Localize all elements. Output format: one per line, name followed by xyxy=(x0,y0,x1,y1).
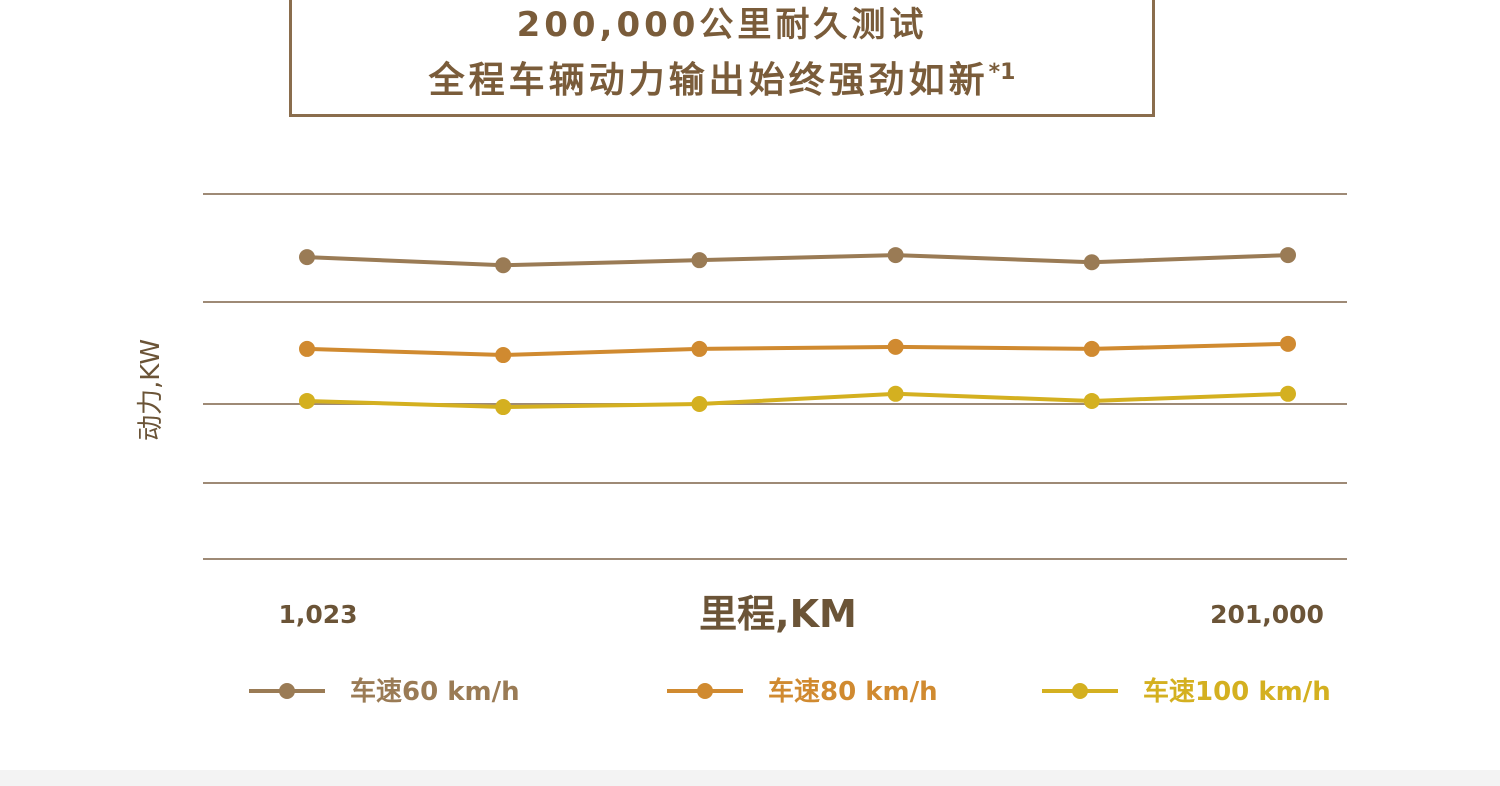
footnote-marker: *1 xyxy=(988,60,1016,85)
data-point-s1-5 xyxy=(1083,254,1100,271)
data-point-s2-5 xyxy=(1083,340,1100,357)
legend-label-1: 车速60 km/h xyxy=(350,676,520,707)
data-point-s1-3 xyxy=(691,252,708,269)
title-line-1: 200,000公里耐久测试 xyxy=(516,5,928,45)
data-point-s2-3 xyxy=(691,340,708,357)
data-point-s2-2 xyxy=(495,347,512,364)
x-axis-label: 里程,KM xyxy=(699,592,857,636)
data-point-s1-1 xyxy=(299,249,315,266)
data-point-s3-1 xyxy=(299,392,315,409)
title-line-2: 全程车辆动力输出始终强劲如新*1 xyxy=(292,51,1152,103)
series-line-1 xyxy=(306,253,1289,268)
y-axis-label: 动力,KW xyxy=(136,339,166,441)
legend-swatch-dot-3 xyxy=(1072,683,1088,699)
legend-swatch-dot-1 xyxy=(279,683,295,699)
data-point-s1-4 xyxy=(887,247,904,264)
gridlines xyxy=(203,193,1347,560)
legend-label-2: 车速80 km/h xyxy=(768,676,938,707)
footer-strip xyxy=(0,770,1500,786)
x-tick-label-first: 1,023 xyxy=(278,600,357,629)
title-box: 200,000公里耐久测试 全程车辆动力输出始终强劲如新*1 xyxy=(289,0,1155,117)
series-line-2 xyxy=(306,341,1289,358)
data-point-s1-6 xyxy=(1280,247,1296,264)
data-point-s3-2 xyxy=(495,399,512,416)
data-point-s1-2 xyxy=(495,257,512,274)
data-point-s2-1 xyxy=(299,340,315,357)
legend-label-3: 车速100 km/h xyxy=(1143,676,1331,707)
x-tick-label-last: 201,000 xyxy=(1210,600,1324,629)
data-point-s3-6 xyxy=(1280,385,1296,402)
data-point-s2-4 xyxy=(887,338,904,355)
title-line-2-text: 全程车辆动力输出始终强劲如新 xyxy=(428,60,989,101)
data-point-s3-4 xyxy=(887,385,904,402)
data-point-s3-3 xyxy=(691,396,708,412)
data-point-s2-6 xyxy=(1280,335,1296,352)
series-lines xyxy=(299,247,1296,416)
legend: 车速60 km/h 车速80 km/h 车速100 km/h xyxy=(249,676,1331,707)
data-point-s3-5 xyxy=(1083,392,1100,409)
series-line-3 xyxy=(306,391,1289,410)
legend-swatch-dot-2 xyxy=(697,683,713,699)
